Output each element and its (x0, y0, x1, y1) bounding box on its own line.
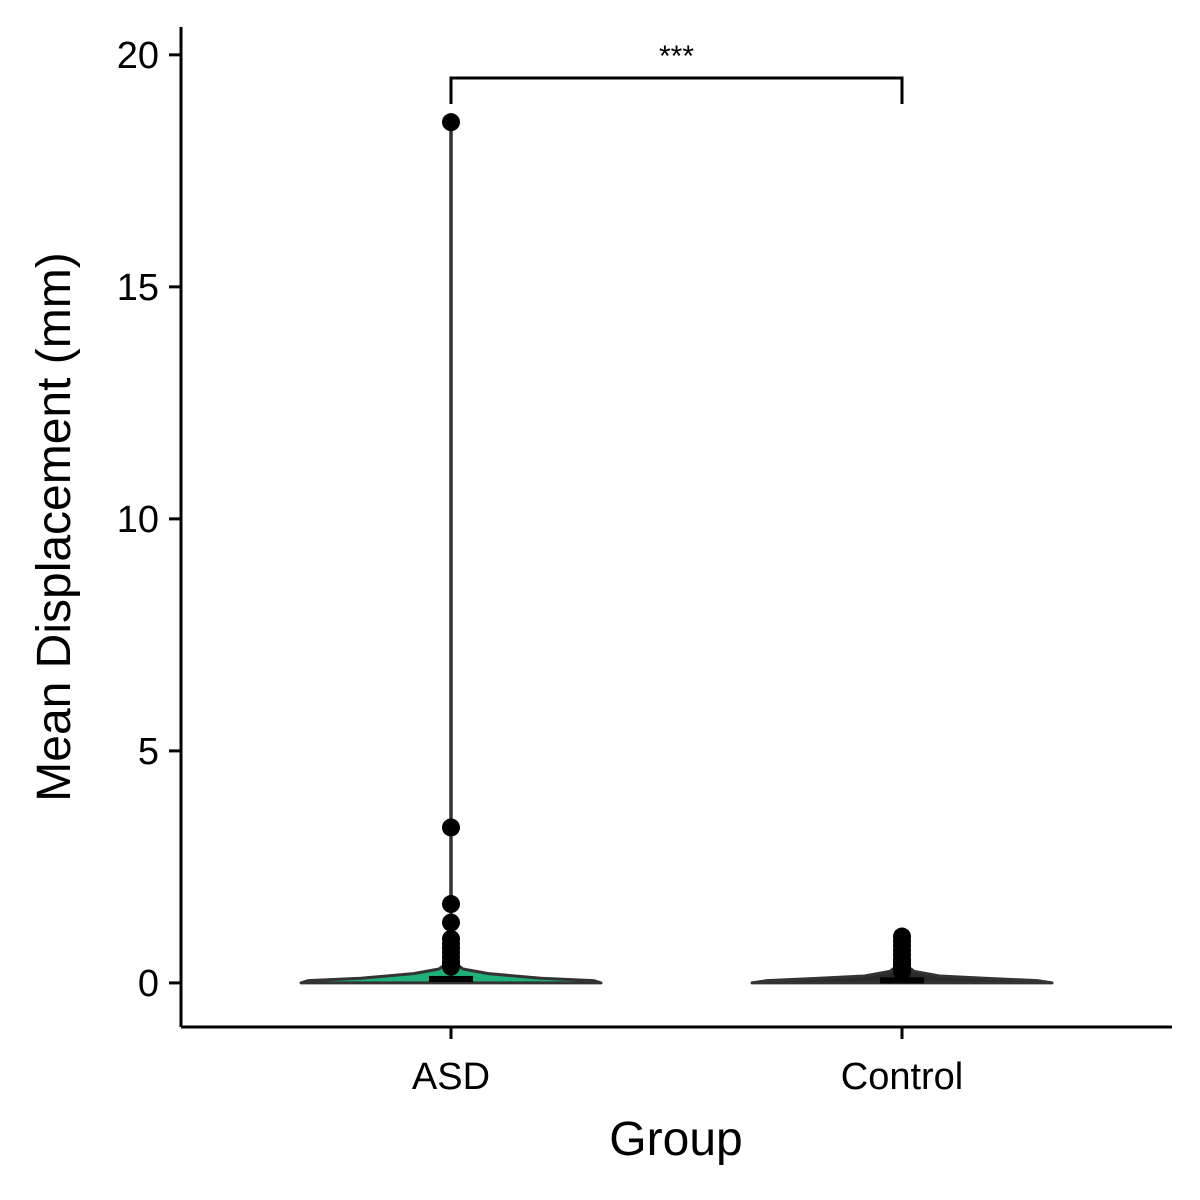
violins-layer (299, 113, 1054, 985)
axes-layer: 0 5 10 15 20 ASD Control (117, 27, 1172, 1098)
outlier-point-asd-11 (442, 957, 460, 976)
x-tick-label-asd: ASD (412, 1056, 490, 1098)
significance-bracket (449, 76, 904, 105)
y-tick-label-10: 10 (117, 499, 159, 541)
outlier-point-asd-1 (442, 818, 460, 837)
y-tick-label-5: 5 (138, 731, 159, 773)
outlier-point-asd-2 (442, 895, 460, 914)
y-tick-label-20: 20 (117, 35, 159, 77)
outlier-point-control-10 (893, 962, 911, 981)
x-tick-label-control: Control (841, 1056, 964, 1098)
significance-layer: *** (449, 40, 904, 105)
y-tick-label-0: 0 (138, 963, 159, 1005)
significance-label: *** (659, 40, 694, 73)
y-tick-label-15: 15 (117, 267, 159, 309)
outlier-point-asd-0 (442, 113, 460, 132)
box-control (880, 977, 924, 984)
x-axis-title: Group (609, 1113, 742, 1166)
outlier-point-asd-3 (442, 913, 460, 932)
box-asd (429, 975, 473, 982)
y-axis-title: Mean Displacement (mm) (28, 252, 81, 801)
